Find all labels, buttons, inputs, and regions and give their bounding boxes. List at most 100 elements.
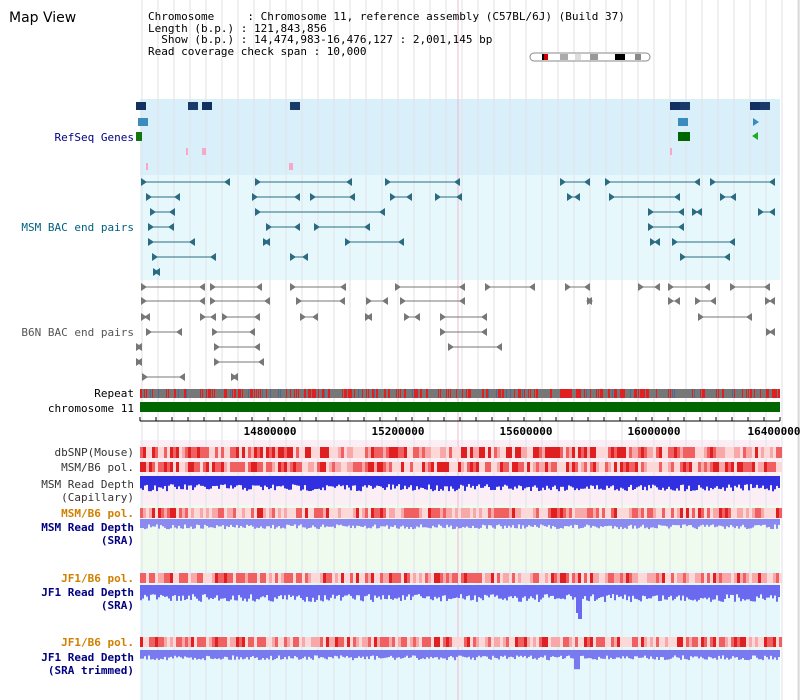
- jf1-depth-sra-bar: [522, 585, 524, 598]
- b6n-bac-pair: [254, 313, 260, 321]
- jf1-depth-sra-bar: [692, 585, 694, 601]
- jf1-depth-trim-bar: [214, 650, 216, 659]
- track-label-jf1-pol[interactable]: JF1/B6 pol.: [61, 572, 134, 585]
- msm-depth-sra-bar: [670, 519, 672, 527]
- repeat-element: [168, 389, 169, 398]
- track-label-chromosome[interactable]: chromosome 11: [47, 402, 134, 415]
- repeat-element: [716, 389, 717, 398]
- jf1-pol-trim-strip-cell: [161, 637, 164, 647]
- track-label-dbsnp[interactable]: dbSNP(Mouse): [54, 446, 134, 459]
- msm-pol-strip-cell: [239, 462, 242, 472]
- msm-depth-cap-bar: [180, 476, 182, 490]
- track-label-msm-depth-cap[interactable]: MSM Read Depth (Capillary): [41, 478, 134, 504]
- jf1-depth-sra-bar: [268, 585, 270, 601]
- jf1-depth-trim-bar: [696, 650, 698, 657]
- jf1-pol-trim-strip-cell: [686, 637, 689, 647]
- dbsnp-strip-cell: [203, 447, 206, 458]
- dbsnp-strip-cell: [653, 447, 656, 458]
- jf1-pol-trim-strip-cell: [722, 637, 725, 647]
- b6n-bac-pair: [232, 373, 238, 381]
- track-label-jf1-pol-trim[interactable]: JF1/B6 pol.: [61, 636, 134, 649]
- msm-depth-cap-bar: [284, 476, 286, 489]
- jf1-pol-strip-cell: [263, 573, 266, 583]
- jf1-pol-trim-strip-cell: [602, 637, 605, 647]
- jf1-depth-trim-bar: [234, 650, 236, 660]
- msm-depth-cap-bar: [778, 476, 780, 488]
- track-label-b6n-bac[interactable]: B6N BAC end pairs: [21, 326, 134, 339]
- msm-depth-cap-bar: [436, 476, 438, 486]
- jf1-depth-trim-bar: [338, 650, 340, 659]
- msm-depth-cap-bar: [176, 476, 178, 490]
- jf1-depth-trim-bar: [548, 650, 550, 661]
- jf1-pol-strip-cell: [302, 573, 305, 583]
- jf1-depth-trim-bar: [204, 650, 206, 661]
- b6n-bac-pair: [404, 313, 410, 321]
- jf1-depth-sra-bar: [746, 585, 748, 600]
- msm-depth-cap-bar: [208, 476, 210, 490]
- msm-pol-strip-cell: [773, 462, 776, 472]
- dbsnp-strip-cell: [275, 447, 278, 458]
- dbsnp-strip-cell: [497, 447, 500, 458]
- msm-pol-strip-cell: [566, 462, 569, 472]
- dbsnp-strip-cell: [656, 447, 659, 458]
- jf1-depth-sra-bar: [630, 585, 632, 602]
- msm-depth-cap-bar: [224, 476, 226, 485]
- jf1-depth-trim-bar: [444, 650, 446, 659]
- msm-pol-strip-cell: [260, 462, 263, 472]
- dbsnp-strip-cell: [590, 447, 593, 458]
- msm-pol-sra-strip-cell: [314, 508, 317, 518]
- msm-depth-sra-bar: [324, 519, 326, 528]
- msm-depth-cap-bar: [666, 476, 668, 490]
- track-label-repeat[interactable]: Repeat: [94, 387, 134, 400]
- msm-depth-cap-bar: [396, 476, 398, 487]
- repeat-element: [498, 389, 500, 398]
- repeat-element: [242, 389, 243, 398]
- msm-depth-cap-bar: [450, 476, 452, 487]
- jf1-depth-trim-bar: [740, 650, 742, 660]
- msm-depth-cap-bar: [544, 476, 546, 490]
- jf1-pol-trim-strip-cell: [752, 637, 755, 647]
- jf1-depth-sra-bar: [474, 585, 476, 596]
- jf1-depth-sra-bar: [336, 585, 338, 596]
- msm-depth-sra-bar: [668, 519, 670, 529]
- track-label-refseq[interactable]: RefSeq Genes: [54, 131, 134, 144]
- track-label-msm-bac[interactable]: MSM BAC end pairs: [21, 221, 134, 234]
- msm-bac-pair: [730, 193, 736, 201]
- msm-pol-strip-cell: [158, 462, 161, 472]
- msm-pol-strip-cell: [338, 462, 341, 472]
- jf1-depth-trim-bar: [602, 650, 604, 659]
- msm-depth-cap-bar: [256, 476, 258, 486]
- jf1-depth-trim-bar: [302, 650, 304, 659]
- jf1-depth-trim-bar: [170, 650, 172, 657]
- track-label-msm-b6-pol-sra[interactable]: MSM/B6 pol.: [61, 507, 134, 520]
- jf1-pol-trim-strip-cell: [485, 637, 488, 647]
- jf1-pol-strip-cell: [518, 573, 521, 583]
- track-label-jf1-depth-trim[interactable]: JF1 Read Depth (SRA trimmed): [41, 651, 134, 677]
- track-label-msm-b6-pol[interactable]: MSM/B6 pol.: [61, 461, 134, 474]
- dbsnp-strip-cell: [485, 447, 488, 458]
- msm-depth-cap-bar: [154, 476, 156, 486]
- repeat-element: [642, 389, 644, 398]
- msm-depth-cap-bar: [238, 476, 240, 485]
- msm-depth-sra-bar: [404, 519, 406, 529]
- jf1-depth-trim-bar: [662, 650, 664, 658]
- jf1-depth-trim-bar: [670, 650, 672, 659]
- jf1-pol-trim-strip-cell: [491, 637, 494, 647]
- dbsnp-strip-cell: [635, 447, 638, 458]
- msm-depth-sra-bar: [468, 519, 470, 528]
- msm-depth-sra-bar: [778, 519, 780, 525]
- jf1-pol-trim-strip-cell: [515, 637, 518, 647]
- jf1-pol-strip-cell: [356, 573, 359, 583]
- msm-depth-cap-bar: [716, 476, 718, 487]
- track-label-jf1-depth-sra[interactable]: JF1 Read Depth (SRA): [41, 586, 134, 612]
- msm-depth-cap-bar: [508, 476, 510, 489]
- jf1-depth-sra-bar: [576, 585, 578, 613]
- track-label-msm-depth-sra[interactable]: MSM Read Depth (SRA): [41, 521, 134, 547]
- jf1-depth-sra-bar: [328, 585, 330, 601]
- dbsnp-strip-cell: [140, 447, 143, 458]
- msm-depth-cap-bar: [480, 476, 482, 488]
- jf1-pol-strip-cell: [716, 573, 719, 583]
- msm-depth-sra-bar: [452, 519, 454, 530]
- msm-depth-cap-bar: [770, 476, 772, 486]
